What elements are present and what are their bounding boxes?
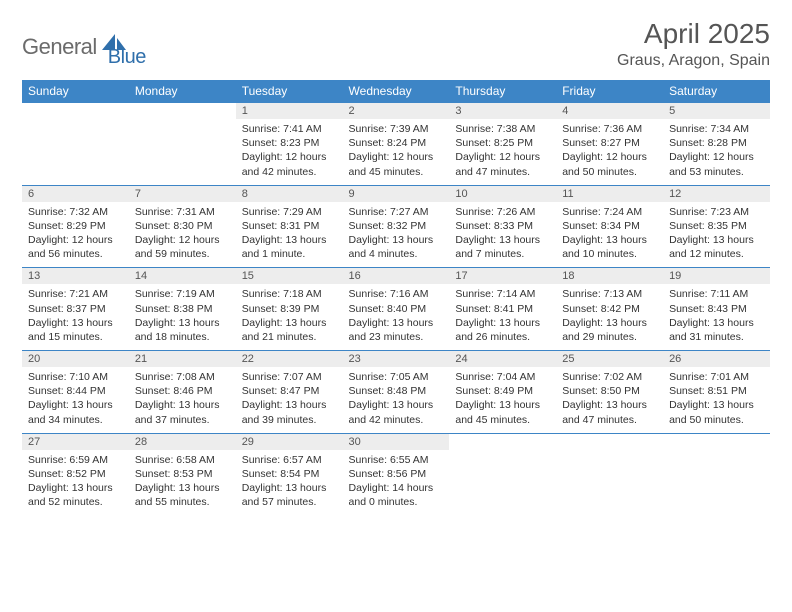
day-content-cell: Sunrise: 7:29 AMSunset: 8:31 PMDaylight:… (236, 202, 343, 268)
day-content-cell: Sunrise: 7:21 AMSunset: 8:37 PMDaylight:… (22, 284, 129, 350)
day-content-cell: Sunrise: 7:01 AMSunset: 8:51 PMDaylight:… (663, 367, 770, 433)
day-content-cell: Sunrise: 7:41 AMSunset: 8:23 PMDaylight:… (236, 119, 343, 185)
day-content-cell: Sunrise: 7:23 AMSunset: 8:35 PMDaylight:… (663, 202, 770, 268)
day-content-cell: Sunrise: 6:57 AMSunset: 8:54 PMDaylight:… (236, 450, 343, 516)
day-content-cell: Sunrise: 6:55 AMSunset: 8:56 PMDaylight:… (343, 450, 450, 516)
day-content-cell: Sunrise: 7:04 AMSunset: 8:49 PMDaylight:… (449, 367, 556, 433)
day-content-cell: Sunrise: 7:13 AMSunset: 8:42 PMDaylight:… (556, 284, 663, 350)
day-number-cell: 27 (22, 433, 129, 450)
day-number-cell: 25 (556, 351, 663, 368)
day-number-cell (129, 103, 236, 120)
day-content-cell: Sunrise: 7:34 AMSunset: 8:28 PMDaylight:… (663, 119, 770, 185)
day-number-cell: 18 (556, 268, 663, 285)
day-content-cell: Sunrise: 7:24 AMSunset: 8:34 PMDaylight:… (556, 202, 663, 268)
day-number-row: 12345 (22, 103, 770, 120)
day-number-cell: 26 (663, 351, 770, 368)
day-number-cell: 11 (556, 185, 663, 202)
day-number-row: 13141516171819 (22, 268, 770, 285)
calendar-table: Sunday Monday Tuesday Wednesday Thursday… (22, 80, 770, 515)
day-number-cell: 5 (663, 103, 770, 120)
day-number-cell: 3 (449, 103, 556, 120)
day-number-cell: 19 (663, 268, 770, 285)
day-content-cell (449, 450, 556, 516)
day-number-cell: 10 (449, 185, 556, 202)
day-content-cell: Sunrise: 7:36 AMSunset: 8:27 PMDaylight:… (556, 119, 663, 185)
day-content-cell: Sunrise: 7:11 AMSunset: 8:43 PMDaylight:… (663, 284, 770, 350)
day-number-cell: 9 (343, 185, 450, 202)
day-number-cell (556, 433, 663, 450)
day-content-cell (22, 119, 129, 185)
day-content-cell: Sunrise: 7:18 AMSunset: 8:39 PMDaylight:… (236, 284, 343, 350)
day-number-cell (663, 433, 770, 450)
page-title: April 2025 (617, 18, 770, 50)
day-content-row: Sunrise: 7:10 AMSunset: 8:44 PMDaylight:… (22, 367, 770, 433)
day-number-cell: 21 (129, 351, 236, 368)
day-number-cell: 7 (129, 185, 236, 202)
day-number-cell: 20 (22, 351, 129, 368)
day-content-cell (129, 119, 236, 185)
day-content-cell: Sunrise: 7:05 AMSunset: 8:48 PMDaylight:… (343, 367, 450, 433)
logo: General Blue (22, 24, 146, 69)
day-number-cell (449, 433, 556, 450)
day-number-cell: 1 (236, 103, 343, 120)
day-content-row: Sunrise: 7:21 AMSunset: 8:37 PMDaylight:… (22, 284, 770, 350)
day-content-cell: Sunrise: 7:16 AMSunset: 8:40 PMDaylight:… (343, 284, 450, 350)
weekday-header: Monday (129, 80, 236, 103)
weekday-header: Saturday (663, 80, 770, 103)
day-number-row: 6789101112 (22, 185, 770, 202)
day-content-cell: Sunrise: 7:38 AMSunset: 8:25 PMDaylight:… (449, 119, 556, 185)
day-number-cell: 12 (663, 185, 770, 202)
day-number-cell: 15 (236, 268, 343, 285)
day-number-cell: 14 (129, 268, 236, 285)
day-number-cell: 13 (22, 268, 129, 285)
day-content-cell: Sunrise: 7:02 AMSunset: 8:50 PMDaylight:… (556, 367, 663, 433)
day-number-cell: 23 (343, 351, 450, 368)
day-content-row: Sunrise: 7:32 AMSunset: 8:29 PMDaylight:… (22, 202, 770, 268)
location-label: Graus, Aragon, Spain (617, 52, 770, 70)
logo-text-blue: Blue (108, 46, 146, 69)
day-number-cell: 30 (343, 433, 450, 450)
weekday-header: Thursday (449, 80, 556, 103)
day-content-cell: Sunrise: 7:19 AMSunset: 8:38 PMDaylight:… (129, 284, 236, 350)
day-content-cell: Sunrise: 7:08 AMSunset: 8:46 PMDaylight:… (129, 367, 236, 433)
weekday-header-row: Sunday Monday Tuesday Wednesday Thursday… (22, 80, 770, 103)
day-content-cell: Sunrise: 7:26 AMSunset: 8:33 PMDaylight:… (449, 202, 556, 268)
day-number-cell: 8 (236, 185, 343, 202)
day-content-row: Sunrise: 6:59 AMSunset: 8:52 PMDaylight:… (22, 450, 770, 516)
day-content-cell: Sunrise: 7:27 AMSunset: 8:32 PMDaylight:… (343, 202, 450, 268)
day-number-cell (22, 103, 129, 120)
day-content-cell (556, 450, 663, 516)
day-number-cell: 6 (22, 185, 129, 202)
title-block: April 2025 Graus, Aragon, Spain (617, 18, 770, 70)
day-content-row: Sunrise: 7:41 AMSunset: 8:23 PMDaylight:… (22, 119, 770, 185)
day-content-cell: Sunrise: 7:14 AMSunset: 8:41 PMDaylight:… (449, 284, 556, 350)
weekday-header: Wednesday (343, 80, 450, 103)
day-content-cell: Sunrise: 7:39 AMSunset: 8:24 PMDaylight:… (343, 119, 450, 185)
weekday-header: Tuesday (236, 80, 343, 103)
day-number-cell: 29 (236, 433, 343, 450)
logo-text-general: General (22, 34, 97, 60)
day-content-cell: Sunrise: 7:07 AMSunset: 8:47 PMDaylight:… (236, 367, 343, 433)
day-number-cell: 17 (449, 268, 556, 285)
weekday-header: Friday (556, 80, 663, 103)
day-number-cell: 24 (449, 351, 556, 368)
day-number-row: 20212223242526 (22, 351, 770, 368)
day-content-cell: Sunrise: 7:32 AMSunset: 8:29 PMDaylight:… (22, 202, 129, 268)
header: General Blue April 2025 Graus, Aragon, S… (22, 18, 770, 70)
weekday-header: Sunday (22, 80, 129, 103)
day-number-cell: 2 (343, 103, 450, 120)
calendar-body: 12345Sunrise: 7:41 AMSunset: 8:23 PMDayl… (22, 103, 770, 516)
day-content-cell: Sunrise: 7:31 AMSunset: 8:30 PMDaylight:… (129, 202, 236, 268)
day-content-cell: Sunrise: 6:59 AMSunset: 8:52 PMDaylight:… (22, 450, 129, 516)
day-content-cell (663, 450, 770, 516)
day-content-cell: Sunrise: 7:10 AMSunset: 8:44 PMDaylight:… (22, 367, 129, 433)
day-number-cell: 22 (236, 351, 343, 368)
day-number-cell: 28 (129, 433, 236, 450)
day-number-cell: 4 (556, 103, 663, 120)
day-number-row: 27282930 (22, 433, 770, 450)
day-number-cell: 16 (343, 268, 450, 285)
day-content-cell: Sunrise: 6:58 AMSunset: 8:53 PMDaylight:… (129, 450, 236, 516)
